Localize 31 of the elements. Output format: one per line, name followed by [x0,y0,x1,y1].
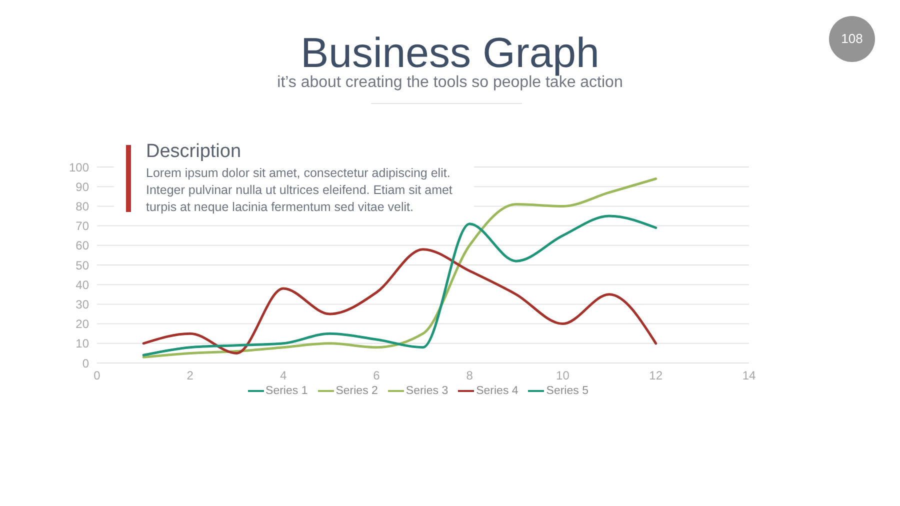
chart-title: Business Graph [300,29,600,76]
line-series [142,214,658,356]
x-tick-label: 6 [373,368,380,383]
x-tick-label: 12 [649,368,663,383]
chart-subtitle: it’s about creating the tools so people take action [277,74,623,91]
y-tick-label: 30 [76,297,90,312]
annotation: Lorem ipsum dolor sit amet, consectetur adipiscing elit. Integer pulvinar nulla ut ultrices eleifend. Etiam sit amet turpis at neque lacinia fermentum sed vitae velit. [146,165,454,216]
legend-label: Series 3 [406,385,448,398]
y-tick-label: 40 [76,278,90,292]
y-tick-label: 80 [76,199,90,214]
x-tick-label: 4 [280,368,287,383]
y-tick-label: 60 [76,238,90,253]
y-tick-label: 100 [68,160,90,174]
y-tick-label: 90 [76,180,90,194]
x-tick-label: 0 [94,368,101,383]
y-tick-label: 20 [76,317,90,332]
x-tick-label: 10 [556,368,570,383]
y-tick-label: 50 [76,258,90,272]
legend-label: Series 4 [476,385,518,398]
legend-label: Series 2 [336,385,378,398]
y-tick-label: 70 [76,219,90,234]
x-tick-label: 8 [466,368,474,383]
y-tick-label: 0 [82,356,90,370]
x-tick-label: 2 [186,368,194,383]
text: 108 [840,31,864,47]
text: Description [146,141,242,163]
y-tick-label: 10 [76,336,90,351]
x-tick-label: 14 [742,368,756,383]
line-series [142,248,658,354]
legend-label: Series 5 [546,385,588,398]
legend-label: Series 1 [266,385,308,398]
